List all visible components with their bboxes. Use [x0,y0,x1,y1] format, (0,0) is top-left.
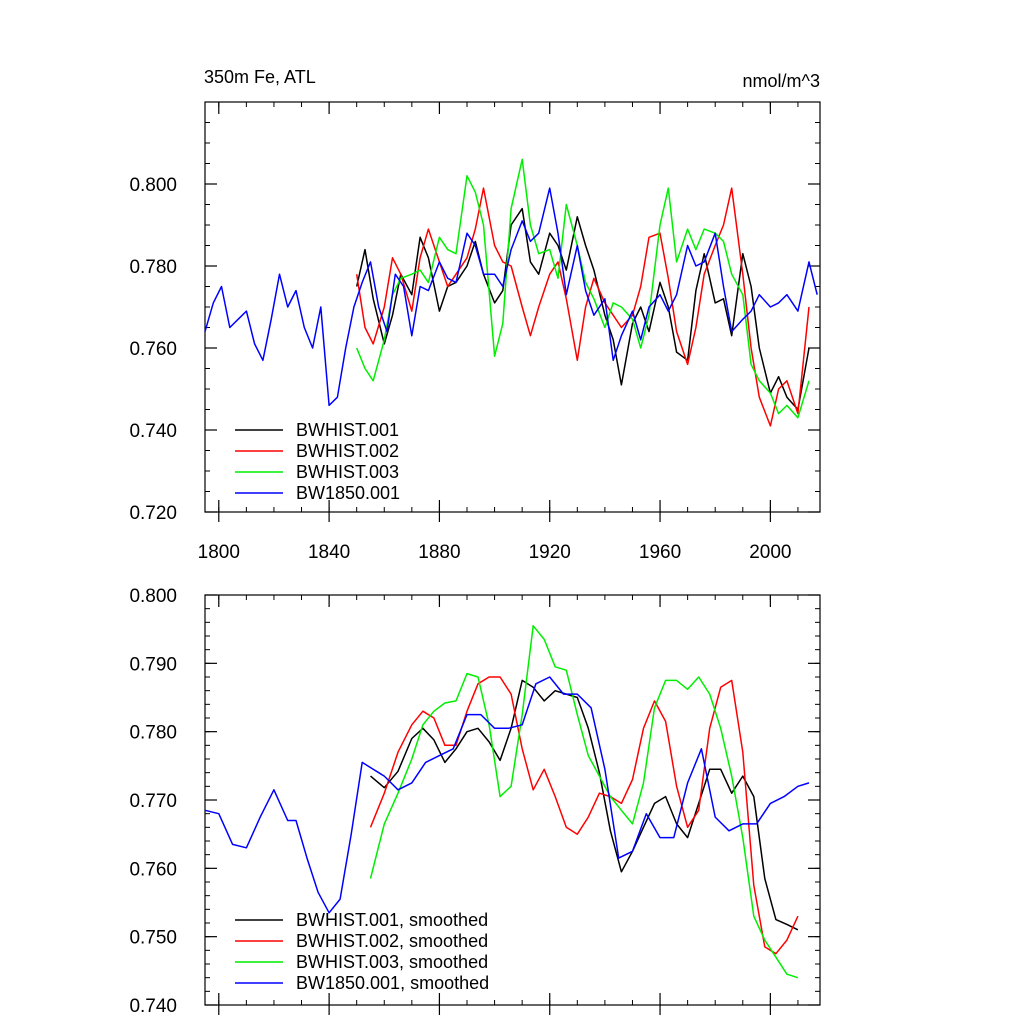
top-panel: 350m Fe, ATL nmol/m^3 0.7200.7400.7600.7… [129,67,821,563]
top-chart-title: 350m Fe, ATL [204,67,316,87]
legend-label: BWHIST.003, smoothed [296,952,488,972]
series-line-bwhist-001 [355,207,810,411]
y-tick-label: 0.800 [129,175,177,196]
top-x-tick-labels: 1800 1840 1880 1920 1960 2000 [198,542,792,563]
bottom-panel: 0.740 0.750 0.760 0.770 0.780 0.790 0.800 BWHI… [129,586,821,1017]
x-tick-label: 1800 [198,542,240,563]
legend-label: BWHIST.002 [296,441,399,461]
top-y-tick-labels: 0.720 0.740 0.760 0.780 0.800 [129,175,177,524]
series-line-bw1850-001-smoothed [204,676,810,914]
x-tick-label: 1840 [308,542,350,563]
top-series [204,158,818,427]
legend-label: BWHIST.001 [296,420,399,440]
series-line-bwhist-002-smoothed [369,676,799,955]
y-tick-label: 0.760 [129,859,177,880]
y-tick-label: 0.800 [129,586,177,607]
series-line-bwhist-001-smoothed [370,679,799,931]
y-tick-label: 0.780 [129,257,177,278]
x-tick-label: 1960 [639,542,681,563]
y-tick-label: 0.750 [129,928,177,949]
x-tick-label: 1880 [418,542,460,563]
y-tick-label: 0.760 [129,339,177,360]
legend-label: BW1850.001, smoothed [296,973,489,993]
bottom-ticks [205,594,820,1015]
series-line-bw1850-001 [204,187,818,407]
series-line-bwhist-003-smoothed [369,625,799,979]
legend-label: BWHIST.001, smoothed [296,910,488,930]
legend-label: BWHIST.002, smoothed [296,931,488,951]
y-tick-label: 0.740 [129,996,177,1017]
x-tick-label: 2000 [749,542,791,563]
bottom-y-tick-labels: 0.740 0.750 0.760 0.770 0.780 0.790 0.800 [129,586,177,1017]
bottom-series [204,625,810,979]
legend-label: BWHIST.003 [296,462,399,482]
y-tick-label: 0.740 [129,421,177,442]
legend-label: BW1850.001 [296,483,400,503]
x-tick-label: 1920 [529,542,571,563]
y-tick-label: 0.790 [129,654,177,675]
y-tick-label: 0.770 [129,791,177,812]
y-tick-label: 0.720 [129,503,177,524]
y-tick-label: 0.780 [129,723,177,744]
top-chart-units: nmol/m^3 [743,71,820,91]
series-line-bwhist-002 [355,187,810,427]
